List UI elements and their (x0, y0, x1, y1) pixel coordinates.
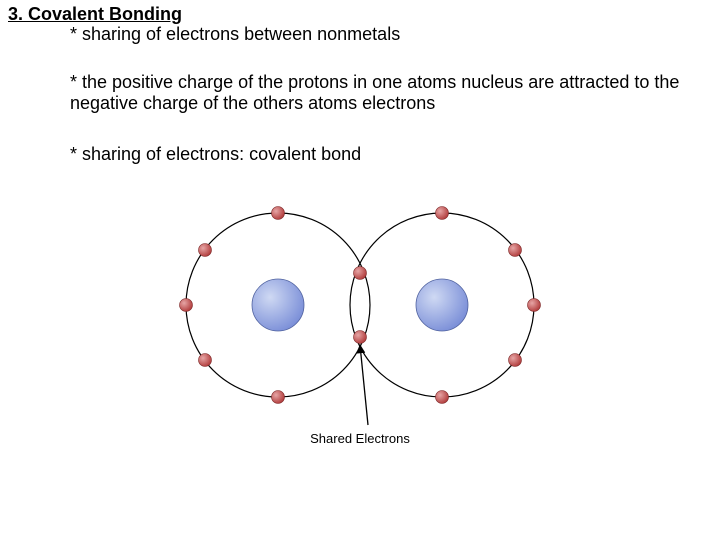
diagram-caption: Shared Electrons (310, 431, 410, 446)
electron-8 (436, 207, 449, 220)
electron-12 (436, 391, 449, 404)
bond-svg: Shared Electrons (150, 195, 570, 475)
page-root: 3. Covalent Bonding * sharing of electro… (0, 0, 720, 540)
bullet-1: * sharing of electrons between nonmetals (70, 24, 400, 45)
electron-2 (199, 244, 212, 257)
bullet-3: * sharing of electrons: covalent bond (70, 144, 361, 165)
nucleus-1 (252, 279, 304, 331)
electron-9 (509, 244, 522, 257)
bullet-2: * the positive charge of the protons in … (70, 72, 690, 114)
covalent-bond-diagram: Shared Electrons (150, 195, 570, 475)
electron-11 (509, 354, 522, 367)
electron-4 (199, 354, 212, 367)
electron-6 (354, 267, 367, 280)
electron-7 (354, 331, 367, 344)
electron-5 (272, 391, 285, 404)
electron-1 (272, 207, 285, 220)
nucleus-2 (416, 279, 468, 331)
section-heading: 3. Covalent Bonding (8, 4, 182, 25)
electron-3 (180, 299, 193, 312)
electron-10 (528, 299, 541, 312)
